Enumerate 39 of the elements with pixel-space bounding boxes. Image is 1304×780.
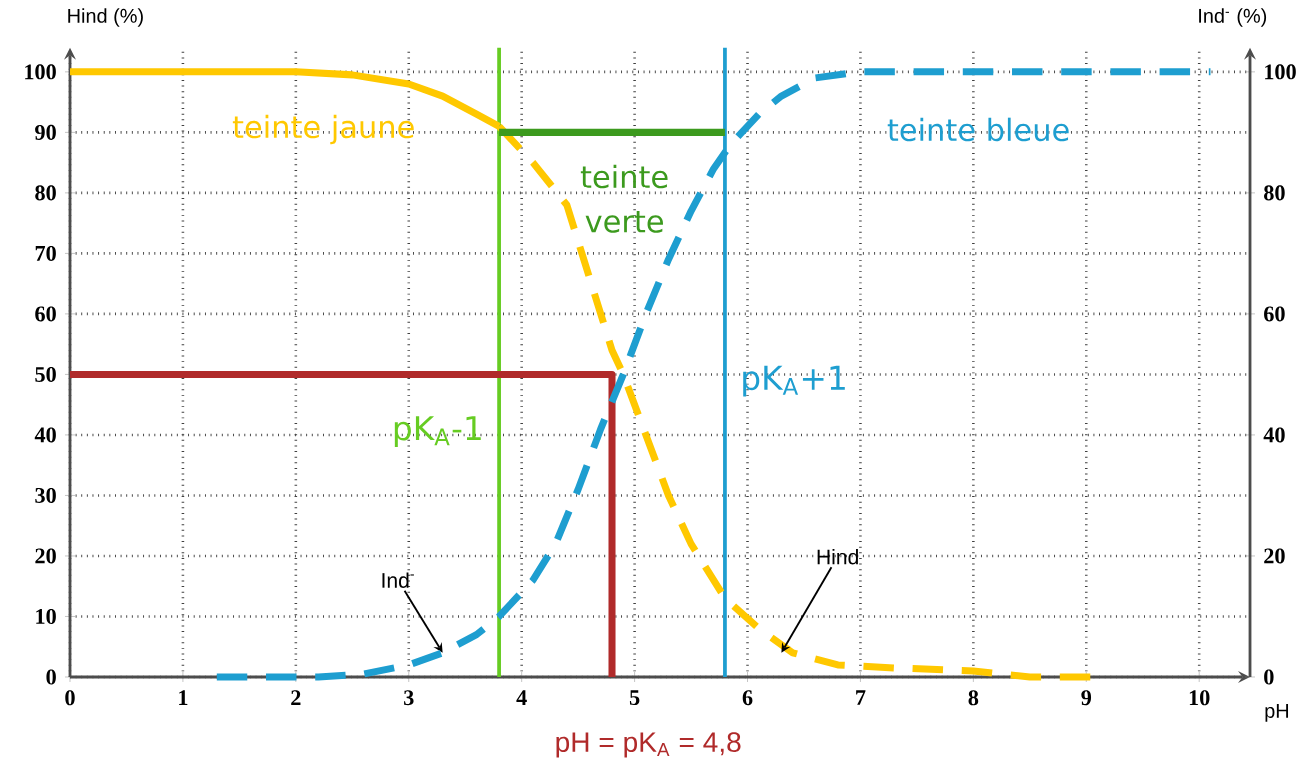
y-tick-label: 50 <box>35 366 56 382</box>
y-tick-label: 0 <box>46 669 56 685</box>
x-tick-label: 9 <box>1081 690 1092 706</box>
y-tick-label: 30 <box>35 487 56 503</box>
y-tick-label: 10 <box>36 608 56 624</box>
y-tick-label: 20 <box>35 548 56 564</box>
x-tick-label: 6 <box>742 690 753 706</box>
y2-tick-label: 100 <box>1265 64 1296 80</box>
annotation: teinte bleue <box>887 117 1069 142</box>
y-tick-label: 70 <box>35 245 56 261</box>
y-tick-label: 90 <box>35 124 56 140</box>
x-tick-label: 0 <box>65 690 75 706</box>
x-tick-label: 1 <box>179 690 188 705</box>
y-tick-label: 60 <box>35 306 56 322</box>
x-tick-label: 10 <box>1189 690 1210 706</box>
y2-tick-label: 80 <box>1264 185 1285 201</box>
y2-tick-label: 0 <box>1264 669 1274 685</box>
annotation: teinte jaune <box>232 114 414 145</box>
x-tick-label: 8 <box>968 690 979 706</box>
y2-tick-label: 20 <box>1264 548 1285 564</box>
y-tick-label: 80 <box>35 185 56 201</box>
text: pH = pK$_{A}$ = 4,8 <box>556 732 741 758</box>
y2-axis-title: Ind$^{-}$ (%) <box>1199 8 1267 27</box>
ref-line-label: pK$_{A}$-1 <box>394 416 481 447</box>
x-tick-label: 7 <box>856 690 866 705</box>
ref-line-label: pK$_{A}$+1 <box>743 365 845 397</box>
y2-tick-label: 40 <box>1263 427 1285 443</box>
x-axis-title: pH <box>1265 704 1289 722</box>
x-tick-label: 4 <box>516 690 527 705</box>
annotation: teinte verte <box>580 164 668 233</box>
x-tick-label: 2 <box>291 690 301 705</box>
y2-tick-label: 60 <box>1264 306 1285 322</box>
y-tick-label: 40 <box>34 427 56 443</box>
x-tick-label: 3 <box>404 690 414 706</box>
y-tick-label: 100 <box>25 64 56 80</box>
x-tick-label: 5 <box>629 690 640 706</box>
annotation: Hind <box>817 548 858 565</box>
y-axis-title: Hind (%) <box>68 8 143 27</box>
annotation: Ind$^{-}$ <box>382 572 414 588</box>
